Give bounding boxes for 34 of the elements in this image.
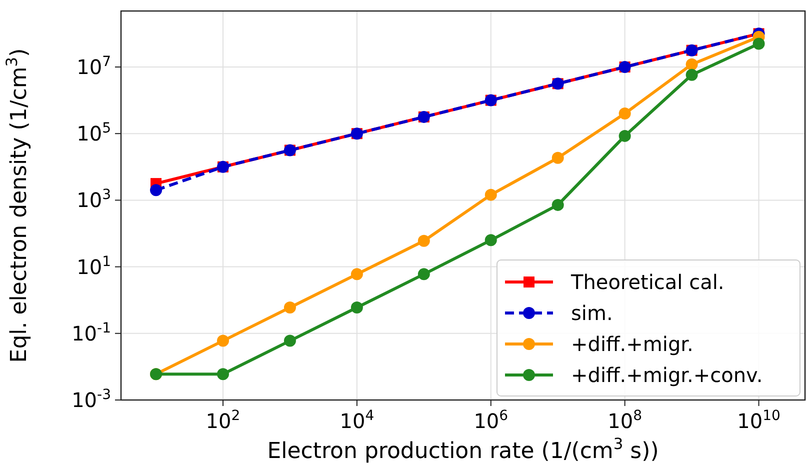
- y-tick-label: 10$^{1}$: [76, 254, 111, 279]
- point: [284, 334, 296, 347]
- point: [484, 234, 497, 246]
- y-tick-label: 10$^{7}$: [76, 54, 111, 79]
- point: [350, 301, 363, 314]
- y-tick-label: 10$^{-1}$: [72, 320, 111, 346]
- point: [484, 188, 497, 201]
- point: [618, 130, 631, 142]
- point: [350, 268, 363, 280]
- point: [686, 68, 698, 81]
- legend-label: Theoretical cal.: [570, 270, 724, 294]
- x-tick-label: 10$^{2}$: [206, 408, 240, 433]
- y-tick-label: 10$^{5}$: [76, 120, 111, 146]
- y-tick-label: 10$^{-3}$: [72, 387, 111, 412]
- point: [752, 38, 765, 50]
- point: [686, 58, 698, 70]
- x-tick-label: 10$^{4}$: [340, 408, 374, 433]
- x-axis-title: Electron production rate (1/(cm$^{3}$ s)): [267, 435, 659, 464]
- point: [284, 301, 296, 314]
- point: [418, 234, 430, 247]
- legend-label: +diff.+migr.: [571, 332, 694, 356]
- point: [552, 152, 564, 164]
- x-tick-label: 10$^{6}$: [474, 408, 508, 433]
- point: [618, 108, 631, 120]
- point: [552, 198, 564, 211]
- point: [418, 268, 430, 280]
- point: [216, 368, 229, 380]
- point: [150, 184, 162, 196]
- x-tick-label: 10$^{10}$: [737, 408, 780, 433]
- point: [216, 334, 229, 347]
- x-tick-label: 10$^{8}$: [608, 408, 642, 433]
- legend-label: sim.: [571, 301, 613, 325]
- y-tick-label: 10$^{3}$: [76, 187, 111, 212]
- legend-label: +diff.+migr.+conv.: [571, 363, 763, 387]
